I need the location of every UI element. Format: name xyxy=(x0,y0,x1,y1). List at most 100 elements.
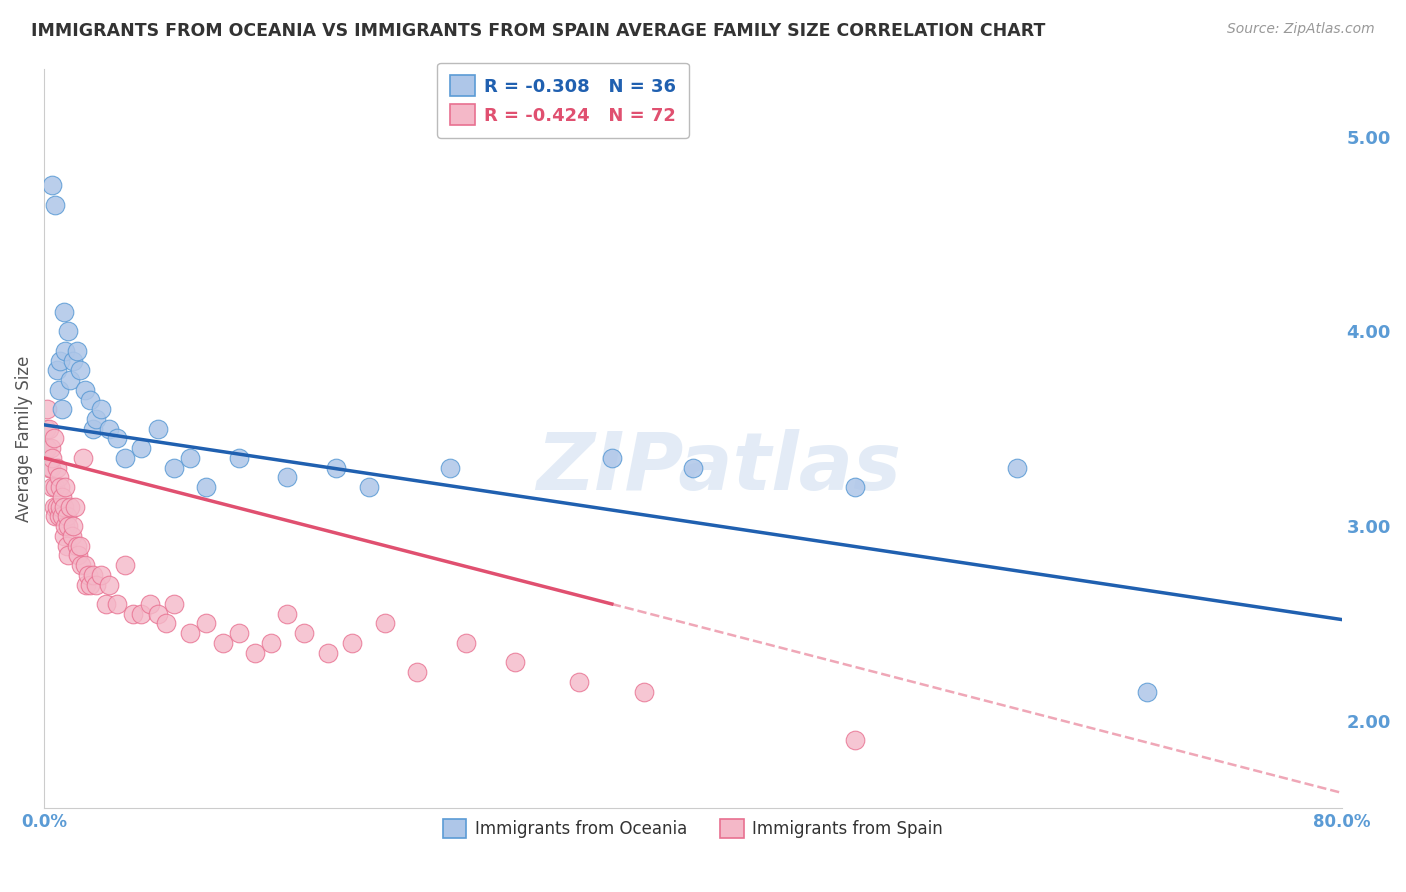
Point xyxy=(52,500,75,514)
Point xyxy=(56,509,79,524)
Point xyxy=(155,616,177,631)
Point xyxy=(37,402,59,417)
Point xyxy=(72,450,94,465)
Point xyxy=(51,402,73,417)
Point xyxy=(276,607,298,621)
Point xyxy=(62,353,84,368)
Point xyxy=(276,470,298,484)
Point xyxy=(62,519,84,533)
Point xyxy=(325,460,347,475)
Point xyxy=(48,383,70,397)
Point xyxy=(44,480,66,494)
Point xyxy=(53,480,76,494)
Point xyxy=(105,432,128,446)
Point xyxy=(374,616,396,631)
Point xyxy=(682,460,704,475)
Point xyxy=(406,665,429,680)
Point xyxy=(75,577,97,591)
Point xyxy=(84,412,107,426)
Point xyxy=(146,422,169,436)
Point xyxy=(69,539,91,553)
Point xyxy=(51,509,73,524)
Point xyxy=(454,636,477,650)
Point xyxy=(1136,684,1159,698)
Point xyxy=(228,450,250,465)
Point xyxy=(90,402,112,417)
Point xyxy=(84,577,107,591)
Point xyxy=(35,422,58,436)
Point xyxy=(138,597,160,611)
Point xyxy=(195,616,218,631)
Point xyxy=(568,674,591,689)
Y-axis label: Average Family Size: Average Family Size xyxy=(15,355,32,522)
Point xyxy=(59,373,82,387)
Point xyxy=(844,733,866,747)
Legend: Immigrants from Oceania, Immigrants from Spain: Immigrants from Oceania, Immigrants from… xyxy=(436,812,949,845)
Point xyxy=(48,470,70,484)
Point xyxy=(260,636,283,650)
Point xyxy=(114,558,136,572)
Point xyxy=(41,480,63,494)
Text: Source: ZipAtlas.com: Source: ZipAtlas.com xyxy=(1227,22,1375,37)
Point xyxy=(69,363,91,377)
Point xyxy=(58,519,80,533)
Text: ZIPatlas: ZIPatlas xyxy=(537,429,901,507)
Point xyxy=(77,567,100,582)
Point xyxy=(105,597,128,611)
Point xyxy=(179,450,201,465)
Point xyxy=(211,636,233,650)
Point xyxy=(65,343,87,358)
Point xyxy=(53,519,76,533)
Point xyxy=(243,646,266,660)
Point xyxy=(46,363,69,377)
Point xyxy=(67,549,90,563)
Point xyxy=(38,460,60,475)
Point xyxy=(146,607,169,621)
Point xyxy=(163,460,186,475)
Point xyxy=(42,432,65,446)
Point xyxy=(163,597,186,611)
Point xyxy=(52,529,75,543)
Point xyxy=(56,539,79,553)
Point xyxy=(633,684,655,698)
Point xyxy=(79,577,101,591)
Point xyxy=(51,490,73,504)
Point xyxy=(82,422,104,436)
Point xyxy=(131,607,153,621)
Point xyxy=(79,392,101,407)
Point xyxy=(46,460,69,475)
Point xyxy=(600,450,623,465)
Point xyxy=(114,450,136,465)
Point xyxy=(90,567,112,582)
Point xyxy=(179,626,201,640)
Point xyxy=(49,353,72,368)
Point xyxy=(316,646,339,660)
Point xyxy=(503,656,526,670)
Point xyxy=(46,500,69,514)
Point xyxy=(844,480,866,494)
Point xyxy=(44,198,66,212)
Point xyxy=(58,549,80,563)
Point xyxy=(357,480,380,494)
Point xyxy=(82,567,104,582)
Point xyxy=(94,597,117,611)
Point xyxy=(63,500,86,514)
Point xyxy=(58,325,80,339)
Point xyxy=(48,509,70,524)
Point xyxy=(44,509,66,524)
Point xyxy=(59,500,82,514)
Point xyxy=(38,422,60,436)
Point xyxy=(122,607,145,621)
Point xyxy=(60,529,83,543)
Point xyxy=(98,422,121,436)
Point xyxy=(1007,460,1029,475)
Point xyxy=(49,480,72,494)
Point xyxy=(39,441,62,455)
Point xyxy=(228,626,250,640)
Point xyxy=(131,441,153,455)
Point xyxy=(39,460,62,475)
Point xyxy=(439,460,461,475)
Point xyxy=(292,626,315,640)
Point xyxy=(52,305,75,319)
Point xyxy=(73,558,96,572)
